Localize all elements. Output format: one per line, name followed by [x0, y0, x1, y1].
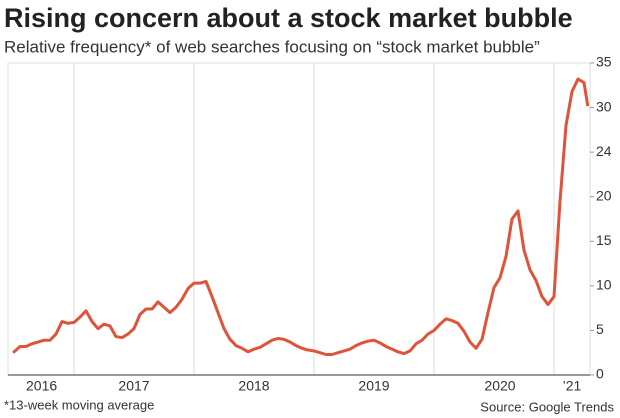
- y-tick-label: 5: [596, 321, 604, 337]
- y-tick-label: 15: [596, 232, 612, 248]
- chart-title: Rising concern about a stock market bubb…: [4, 3, 573, 33]
- chart-subtitle: Relative frequency* of web searches focu…: [4, 37, 540, 56]
- source: Source: Google Trends: [480, 399, 614, 414]
- plot-frame: [7, 62, 591, 376]
- y-tick-label: 10: [596, 277, 612, 293]
- x-tick-label: 2020: [484, 378, 515, 394]
- x-tick-label: 2018: [238, 378, 269, 394]
- x-tick-label: 2017: [118, 378, 149, 394]
- x-tick-label: 2019: [358, 378, 389, 394]
- y-tick-label: 30: [596, 98, 612, 114]
- y-tick-label: 0: [596, 366, 604, 382]
- y-tick-label: 35: [596, 54, 612, 70]
- x-tick-label: ’21: [563, 378, 582, 394]
- x-tick-label: 2016: [26, 378, 57, 394]
- data-line: [12, 77, 590, 356]
- y-tick-label: 20: [596, 187, 612, 203]
- footnote: *13-week moving average: [4, 397, 154, 412]
- y-tick-label: 24: [596, 143, 612, 159]
